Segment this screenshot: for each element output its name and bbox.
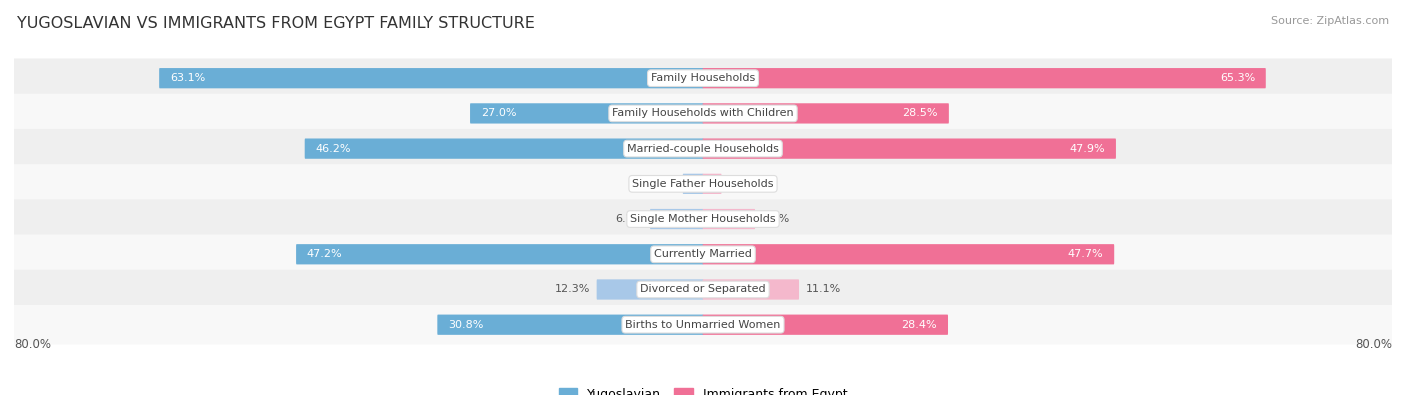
FancyBboxPatch shape xyxy=(703,314,948,335)
Text: 11.1%: 11.1% xyxy=(806,284,841,295)
FancyBboxPatch shape xyxy=(703,103,949,124)
Text: Currently Married: Currently Married xyxy=(654,249,752,259)
FancyBboxPatch shape xyxy=(703,244,1114,264)
Text: Single Father Households: Single Father Households xyxy=(633,179,773,189)
FancyBboxPatch shape xyxy=(650,209,703,229)
Text: 6.0%: 6.0% xyxy=(762,214,790,224)
FancyBboxPatch shape xyxy=(297,244,703,264)
Text: 6.1%: 6.1% xyxy=(616,214,644,224)
FancyBboxPatch shape xyxy=(703,279,799,300)
Text: 28.5%: 28.5% xyxy=(903,108,938,118)
Text: 2.1%: 2.1% xyxy=(728,179,756,189)
FancyBboxPatch shape xyxy=(703,209,755,229)
Text: Source: ZipAtlas.com: Source: ZipAtlas.com xyxy=(1271,16,1389,26)
Legend: Yugoslavian, Immigrants from Egypt: Yugoslavian, Immigrants from Egypt xyxy=(554,383,852,395)
Text: 47.7%: 47.7% xyxy=(1067,249,1104,259)
Text: 27.0%: 27.0% xyxy=(481,108,516,118)
Text: 47.2%: 47.2% xyxy=(307,249,343,259)
Text: 46.2%: 46.2% xyxy=(315,144,352,154)
FancyBboxPatch shape xyxy=(703,68,1265,88)
Text: 80.0%: 80.0% xyxy=(1355,338,1392,351)
FancyBboxPatch shape xyxy=(470,103,703,124)
FancyBboxPatch shape xyxy=(703,139,1116,159)
Text: YUGOSLAVIAN VS IMMIGRANTS FROM EGYPT FAMILY STRUCTURE: YUGOSLAVIAN VS IMMIGRANTS FROM EGYPT FAM… xyxy=(17,16,534,31)
FancyBboxPatch shape xyxy=(10,235,1396,274)
Text: Divorced or Separated: Divorced or Separated xyxy=(640,284,766,295)
FancyBboxPatch shape xyxy=(10,94,1396,133)
FancyBboxPatch shape xyxy=(437,314,703,335)
FancyBboxPatch shape xyxy=(10,199,1396,239)
Text: 65.3%: 65.3% xyxy=(1220,73,1256,83)
Text: 2.3%: 2.3% xyxy=(648,179,676,189)
FancyBboxPatch shape xyxy=(159,68,703,88)
Text: 63.1%: 63.1% xyxy=(170,73,205,83)
Text: 30.8%: 30.8% xyxy=(449,320,484,330)
FancyBboxPatch shape xyxy=(10,305,1396,344)
Text: 47.9%: 47.9% xyxy=(1070,144,1105,154)
FancyBboxPatch shape xyxy=(683,174,703,194)
Text: 28.4%: 28.4% xyxy=(901,320,938,330)
Text: Family Households: Family Households xyxy=(651,73,755,83)
Text: Family Households with Children: Family Households with Children xyxy=(612,108,794,118)
FancyBboxPatch shape xyxy=(596,279,703,300)
Text: 80.0%: 80.0% xyxy=(14,338,51,351)
FancyBboxPatch shape xyxy=(10,58,1396,98)
Text: Births to Unmarried Women: Births to Unmarried Women xyxy=(626,320,780,330)
FancyBboxPatch shape xyxy=(703,174,721,194)
Text: Single Mother Households: Single Mother Households xyxy=(630,214,776,224)
FancyBboxPatch shape xyxy=(10,164,1396,203)
FancyBboxPatch shape xyxy=(10,270,1396,309)
FancyBboxPatch shape xyxy=(305,139,703,159)
FancyBboxPatch shape xyxy=(10,129,1396,168)
Text: Married-couple Households: Married-couple Households xyxy=(627,144,779,154)
Text: 12.3%: 12.3% xyxy=(555,284,591,295)
